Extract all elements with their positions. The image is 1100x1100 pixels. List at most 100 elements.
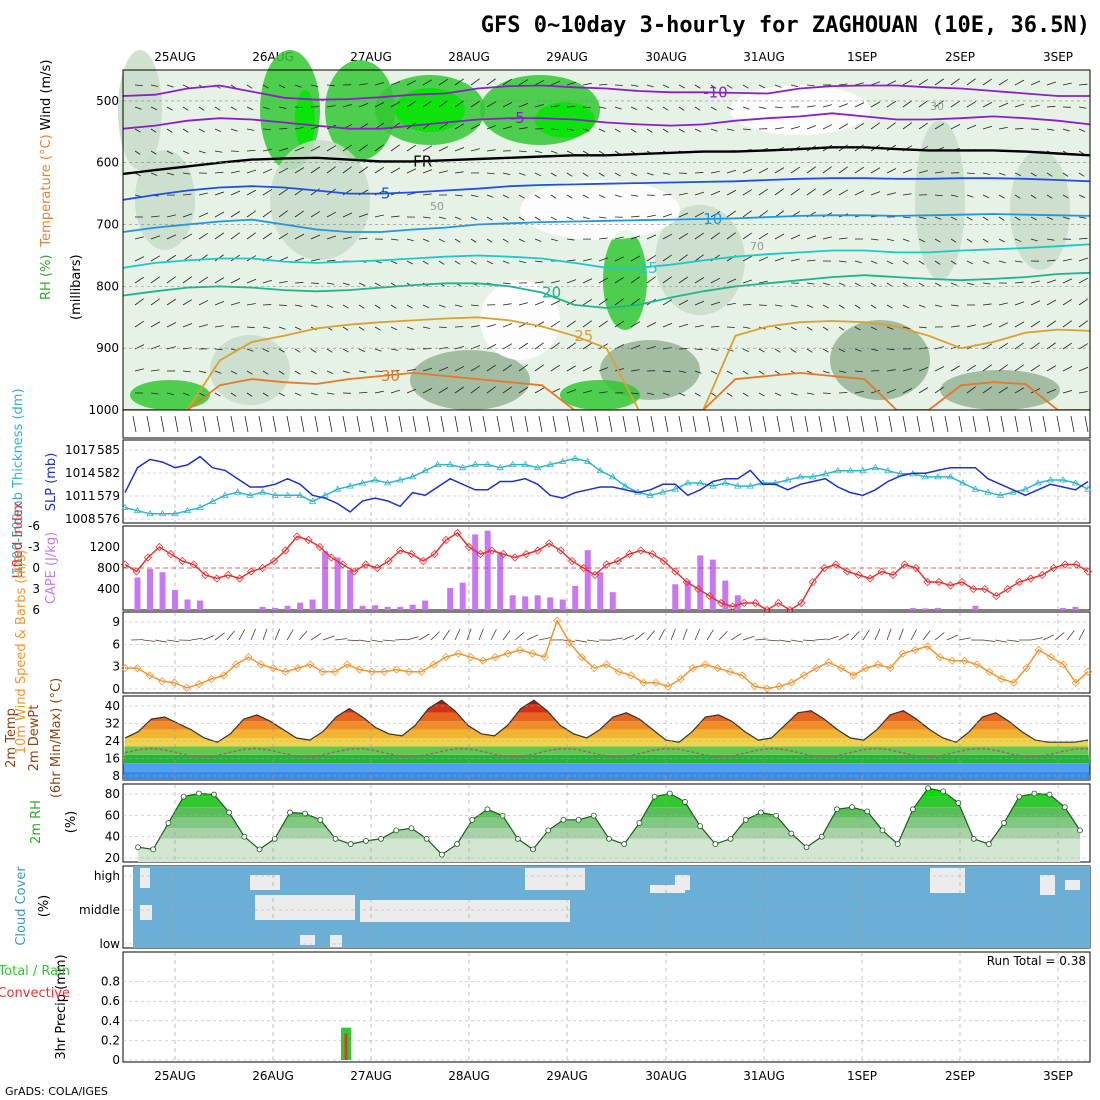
- wind-barb: [502, 102, 513, 108]
- day-label-bottom: 3SEP: [1043, 1069, 1073, 1083]
- cape-bar: [509, 595, 516, 610]
- wind-barb: [630, 276, 640, 284]
- wind-barb: [662, 299, 673, 306]
- wind-barb: [262, 348, 270, 353]
- wind-barb: [244, 415, 249, 433]
- wind-barb: [950, 260, 957, 265]
- wind-barb: [534, 238, 542, 242]
- wind-barb: [134, 276, 145, 284]
- wind-barb: [790, 304, 798, 308]
- wind-barb: [630, 345, 641, 350]
- thickness-point: [984, 488, 992, 495]
- temp-band: [123, 721, 1090, 730]
- lifted-index-point: [957, 577, 966, 587]
- wind-barb: [710, 348, 719, 351]
- wind-speed-point: [762, 684, 772, 693]
- wind-barb: [710, 232, 720, 240]
- slp-thickness-panel-frame: [122, 439, 1091, 524]
- thickness-point: [358, 479, 367, 486]
- wind-barb: [902, 79, 913, 86]
- lifted-index-point: [350, 567, 359, 576]
- wind-barb: [982, 303, 992, 306]
- wind-barb: [614, 368, 624, 372]
- wind-barb: [166, 298, 177, 306]
- wind-barb: [398, 415, 403, 433]
- wind-barb: [694, 628, 701, 641]
- wind-speed-point: [602, 660, 611, 669]
- run-total-label: Run Total = 0.38: [987, 954, 1086, 968]
- wind-barb: [566, 150, 574, 155]
- wind-barb: [1078, 106, 1087, 109]
- cloud-panel: high middle low Cloud Cover (%): [14, 865, 1091, 951]
- wind-barb: [742, 348, 750, 353]
- wind-barb: [710, 170, 720, 174]
- wind-barb: [262, 326, 271, 329]
- thickness-point: [596, 466, 604, 474]
- lifted-index-point: [212, 574, 221, 583]
- wind-speed-point: [738, 671, 747, 680]
- isotherm-label: -5: [510, 109, 525, 127]
- wind-barb: [1046, 172, 1053, 177]
- wind-barb: [774, 233, 785, 240]
- wind-barb: [838, 166, 848, 174]
- temp-band: [123, 746, 1090, 755]
- axis-tick-label: 800: [97, 561, 120, 575]
- wind-barb: [438, 100, 448, 108]
- wind-barb: [972, 415, 977, 433]
- wind-barb: [630, 194, 639, 197]
- thickness-point: [521, 460, 529, 467]
- wind-barb: [726, 232, 736, 240]
- isotherm-FR: [122, 146, 1091, 176]
- lifted-index-point: [292, 532, 302, 541]
- thickness-point: [146, 510, 154, 517]
- wind-barb: [998, 238, 1005, 243]
- wind-barb: [502, 343, 513, 350]
- wind-barb: [998, 302, 1008, 306]
- wind-barb: [982, 78, 992, 86]
- wind-speed-point: [133, 663, 142, 673]
- thickness-point: [496, 463, 504, 471]
- wind-barb: [726, 278, 737, 284]
- wind-barb: [454, 628, 461, 641]
- wind-barb: [998, 364, 1008, 372]
- thickness-point: [171, 510, 179, 517]
- wind-barb: [486, 78, 496, 86]
- wind-barb: [822, 304, 829, 309]
- wind-barb: [422, 216, 431, 219]
- wind-barb: [190, 637, 203, 641]
- axis-tick-label: low: [100, 937, 121, 951]
- wind-barb: [422, 100, 432, 108]
- wind-barb: [614, 106, 622, 110]
- wind-barb: [470, 386, 480, 394]
- lifted-index-point: [751, 598, 760, 608]
- rh-point: [849, 804, 855, 811]
- wind-barb: [442, 629, 450, 641]
- wind-barb: [630, 392, 639, 395]
- wind-barb: [646, 172, 654, 176]
- thickness-point: [246, 491, 254, 498]
- wind-barb: [950, 216, 958, 221]
- wind-barb: [646, 255, 657, 262]
- thickness-point: [784, 476, 792, 483]
- wind-barb: [790, 639, 803, 643]
- wind-barb: [134, 150, 141, 155]
- wind-barb: [966, 101, 977, 108]
- wind-barb: [438, 260, 445, 265]
- wind-barb: [860, 415, 865, 433]
- lifted-index-point: [923, 577, 932, 587]
- wind-barb: [598, 106, 607, 109]
- wind-barb: [346, 639, 360, 642]
- wind-barb: [678, 192, 688, 196]
- wind-barb: [150, 298, 160, 306]
- wind-barb: [934, 238, 941, 243]
- wind-barb: [742, 232, 752, 240]
- lifted-index-point: [201, 570, 210, 580]
- wind-speed-point: [367, 667, 377, 676]
- wind-barb: [1030, 104, 1040, 108]
- rh-shading: [480, 280, 560, 360]
- cape-bar: [922, 608, 929, 610]
- wind-barb: [182, 299, 193, 306]
- wind-speed-point: [886, 663, 895, 673]
- wind-barb: [566, 172, 573, 177]
- wind-barb: [518, 150, 527, 153]
